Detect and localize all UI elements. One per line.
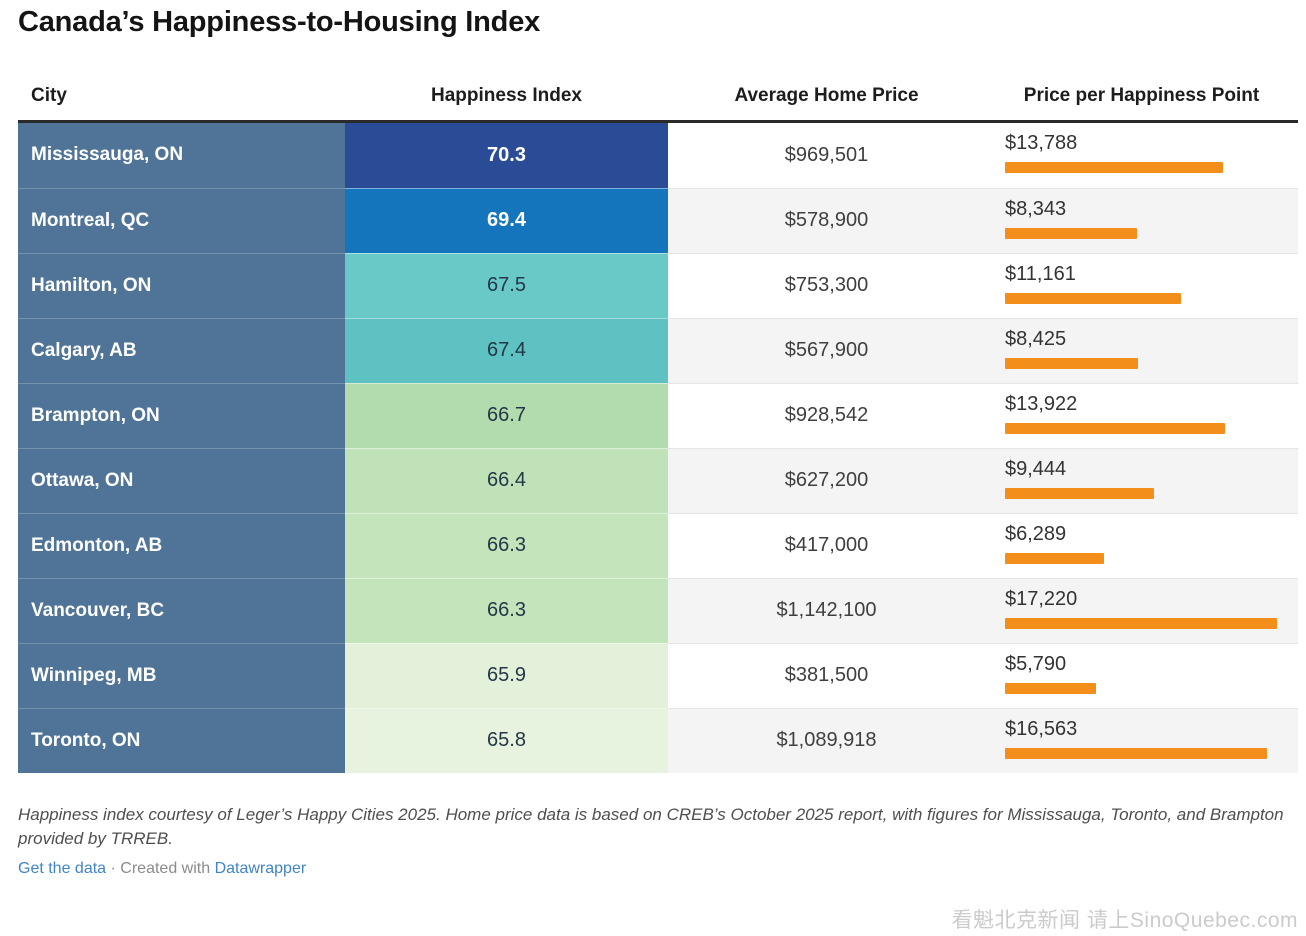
bar-track <box>1005 357 1277 369</box>
price-per-happiness-value: $6,289 <box>1005 522 1067 545</box>
bar-track <box>1005 422 1277 434</box>
bar-track <box>1005 682 1277 694</box>
bar-track <box>1005 552 1277 564</box>
column-header-avg-home-price: Average Home Price <box>734 85 919 106</box>
price-per-happiness-cell: $11,161 <box>985 252 1298 318</box>
datawrapper-link[interactable]: Datawrapper <box>214 859 307 877</box>
avg-home-price-cell: $381,500 <box>668 642 985 708</box>
price-per-happiness-cell: $8,343 <box>985 187 1298 253</box>
table-row: Toronto, ON 65.8 $1,089,918 $16,563 <box>18 707 1298 773</box>
price-per-happiness-bar <box>1005 292 1182 304</box>
bar-track <box>1005 292 1277 304</box>
sinoquebec-watermark: 看魁北克新闻 请上SinoQuebec.com <box>951 909 1298 932</box>
footer-links: Get the data · Created with Datawrapper <box>18 860 1298 878</box>
avg-home-price-cell: $928,542 <box>668 382 985 448</box>
city-cell: Ottawa, ON <box>18 447 345 513</box>
column-header-happiness-index: Happiness Index <box>431 85 582 106</box>
price-per-happiness-value: $5,790 <box>1005 652 1067 675</box>
price-per-happiness-cell: $13,922 <box>985 382 1298 448</box>
price-per-happiness-cell: $17,220 <box>985 577 1298 643</box>
bar-track <box>1005 227 1277 239</box>
avg-home-price-cell: $417,000 <box>668 512 985 578</box>
source-footnote: Happiness index courtesy of Leger’s Happ… <box>18 804 1284 848</box>
bar-track <box>1005 161 1277 173</box>
city-cell: Brampton, ON <box>18 382 345 448</box>
happiness-index-cell: 66.3 <box>345 577 668 643</box>
happiness-index-cell: 65.8 <box>345 707 668 773</box>
page-title: Canada’s Happiness-to-Housing Index <box>18 6 541 38</box>
price-per-happiness-bar <box>1005 357 1138 369</box>
price-per-happiness-bar <box>1005 617 1277 629</box>
avg-home-price-cell: $578,900 <box>668 187 985 253</box>
city-cell: Hamilton, ON <box>18 252 345 318</box>
happiness-index-cell: 69.4 <box>345 187 668 253</box>
price-per-happiness-bar <box>1005 747 1267 759</box>
link-separator: · <box>110 859 116 877</box>
table-row: Calgary, AB 67.4 $567,900 $8,425 <box>18 317 1298 383</box>
table-header-row: City Happiness Index Average Home Price … <box>18 83 1298 123</box>
price-per-happiness-value: $8,343 <box>1005 197 1067 220</box>
price-per-happiness-bar <box>1005 682 1097 694</box>
city-cell: Edmonton, AB <box>18 512 345 578</box>
avg-home-price-cell: $627,200 <box>668 447 985 513</box>
price-per-happiness-cell: $8,425 <box>985 317 1298 383</box>
avg-home-price-cell: $969,501 <box>668 122 985 188</box>
city-cell: Mississauga, ON <box>18 122 345 188</box>
price-per-happiness-bar <box>1005 422 1225 434</box>
price-per-happiness-cell: $13,788 <box>985 122 1298 188</box>
city-cell: Vancouver, BC <box>18 577 345 643</box>
table-row: Brampton, ON 66.7 $928,542 $13,922 <box>18 382 1298 448</box>
column-header-city: City <box>31 85 67 106</box>
table-body: Mississauga, ON 70.3 $969,501 $13,788 Mo… <box>18 122 1298 773</box>
happiness-index-cell: 66.3 <box>345 512 668 578</box>
price-per-happiness-bar <box>1005 487 1155 499</box>
table-row: Edmonton, AB 66.3 $417,000 $6,289 <box>18 512 1298 578</box>
happiness-index-cell: 70.3 <box>345 122 668 188</box>
bar-track <box>1005 747 1277 759</box>
table-row: Winnipeg, MB 65.9 $381,500 $5,790 <box>18 642 1298 708</box>
price-per-happiness-bar <box>1005 227 1137 239</box>
avg-home-price-cell: $567,900 <box>668 317 985 383</box>
price-per-happiness-value: $13,922 <box>1005 392 1078 415</box>
happiness-index-cell: 65.9 <box>345 642 668 708</box>
price-per-happiness-value: $8,425 <box>1005 327 1067 350</box>
avg-home-price-cell: $1,089,918 <box>668 707 985 773</box>
table-row: Mississauga, ON 70.3 $969,501 $13,788 <box>18 122 1298 188</box>
city-cell: Montreal, QC <box>18 187 345 253</box>
table-row: Vancouver, BC 66.3 $1,142,100 $17,220 <box>18 577 1298 643</box>
created-with-label: Created with <box>120 859 211 877</box>
happiness-index-cell: 66.4 <box>345 447 668 513</box>
price-per-happiness-bar <box>1005 552 1105 564</box>
city-cell: Toronto, ON <box>18 707 345 773</box>
happiness-index-cell: 67.5 <box>345 252 668 318</box>
avg-home-price-cell: $753,300 <box>668 252 985 318</box>
table-row: Montreal, QC 69.4 $578,900 $8,343 <box>18 187 1298 253</box>
price-per-happiness-cell: $6,289 <box>985 512 1298 578</box>
get-the-data-link[interactable]: Get the data <box>18 859 107 877</box>
price-per-happiness-value: $11,161 <box>1005 262 1076 285</box>
happiness-index-cell: 67.4 <box>345 317 668 383</box>
bar-track <box>1005 617 1277 629</box>
price-per-happiness-cell: $9,444 <box>985 447 1298 513</box>
city-cell: Winnipeg, MB <box>18 642 345 708</box>
column-header-price-per-happiness: Price per Happiness Point <box>1023 85 1260 106</box>
avg-home-price-cell: $1,142,100 <box>668 577 985 643</box>
price-per-happiness-bar <box>1005 161 1223 173</box>
bar-track <box>1005 487 1277 499</box>
price-per-happiness-cell: $16,563 <box>985 707 1298 773</box>
price-per-happiness-value: $16,563 <box>1005 717 1078 740</box>
table-row: Hamilton, ON 67.5 $753,300 $11,161 <box>18 252 1298 318</box>
city-cell: Calgary, AB <box>18 317 345 383</box>
price-per-happiness-value: $9,444 <box>1005 457 1067 480</box>
price-per-happiness-cell: $5,790 <box>985 642 1298 708</box>
happiness-index-cell: 66.7 <box>345 382 668 448</box>
price-per-happiness-value: $17,220 <box>1005 587 1078 610</box>
table-row: Ottawa, ON 66.4 $627,200 $9,444 <box>18 447 1298 513</box>
price-per-happiness-value: $13,788 <box>1005 131 1078 154</box>
